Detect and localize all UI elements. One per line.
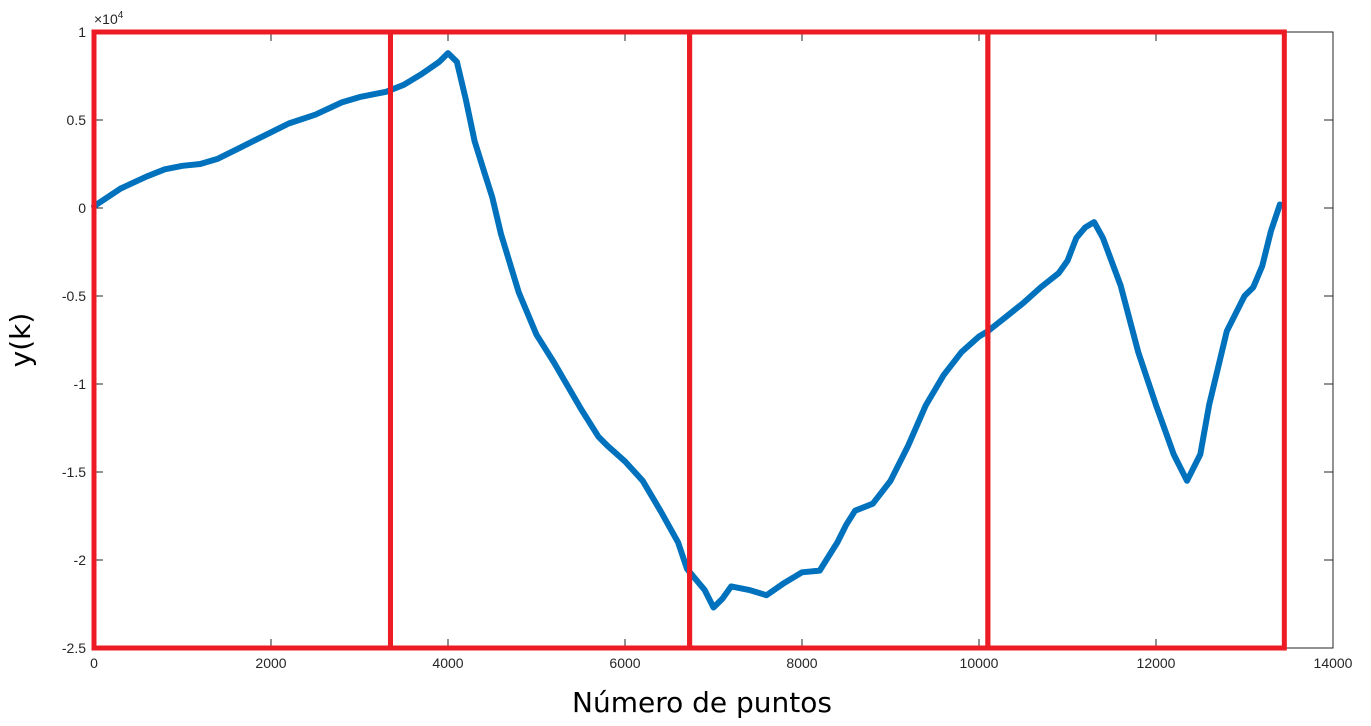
exponent-power: 4 bbox=[118, 10, 124, 21]
y-tick-label: 0.5 bbox=[67, 112, 87, 128]
y-tick-label: 0 bbox=[78, 200, 86, 216]
y-tick-label: -0.5 bbox=[62, 288, 86, 304]
x-tick-label: 6000 bbox=[609, 655, 640, 671]
series-line bbox=[91, 50, 1283, 611]
x-tick-label: 14000 bbox=[1314, 655, 1353, 671]
plot-area bbox=[93, 31, 1334, 649]
x-tick-label: 0 bbox=[90, 655, 98, 671]
x-tick-label: 4000 bbox=[432, 655, 463, 671]
y-axis-exponent: ×104 bbox=[94, 10, 124, 27]
exponent-base: ×10 bbox=[94, 11, 118, 27]
x-tick-label: 10000 bbox=[960, 655, 999, 671]
y-axis-ticks: -2.5 -2 -1.5 -1 -0.5 0 0.5 1 bbox=[62, 24, 1333, 656]
x-tick-label: 2000 bbox=[255, 655, 286, 671]
y-axis-label: y(k) bbox=[4, 313, 37, 368]
y-tick-label: -2.5 bbox=[62, 640, 86, 656]
series-group bbox=[91, 50, 1283, 611]
x-tick-label: 8000 bbox=[786, 655, 817, 671]
x-tick-label: 12000 bbox=[1137, 655, 1176, 671]
y-tick-label: -1 bbox=[74, 376, 87, 392]
y-tick-label: -2 bbox=[74, 552, 87, 568]
x-axis-ticks: 0 2000 4000 6000 8000 10000 12000 14000 bbox=[90, 32, 1353, 671]
y-tick-label: 1 bbox=[78, 24, 86, 40]
segment-boxes bbox=[91, 29, 1287, 651]
y-tick-label: -1.5 bbox=[62, 464, 86, 480]
x-axis-label: Número de puntos bbox=[572, 686, 832, 719]
segment-box bbox=[985, 29, 1287, 651]
